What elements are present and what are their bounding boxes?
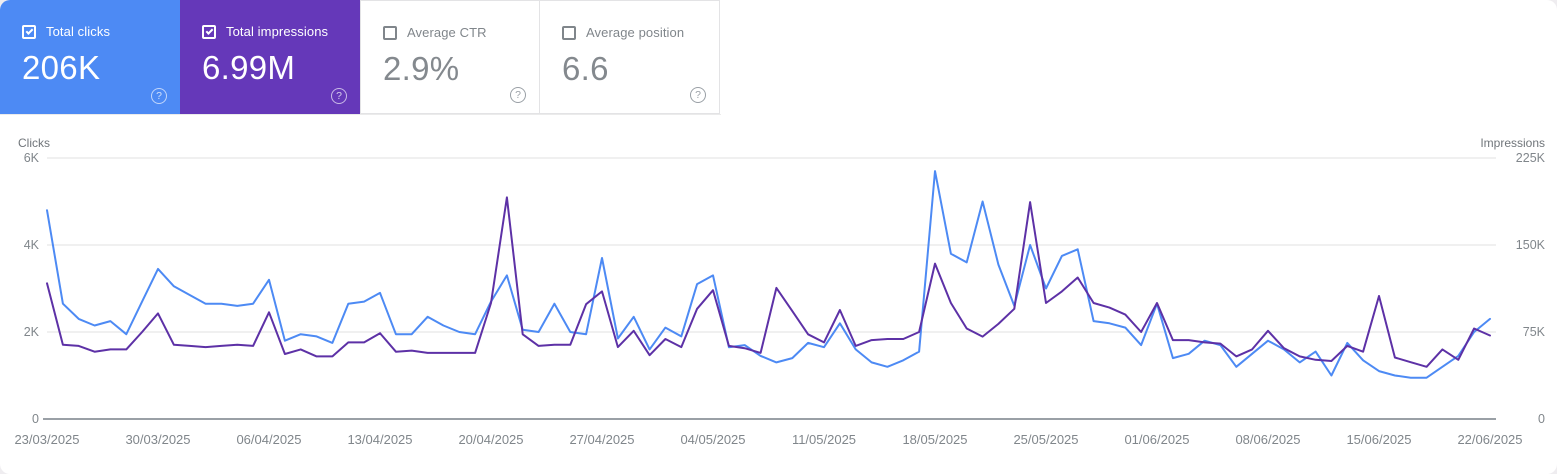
average-ctr-value: 2.9% [383,50,460,87]
x-tick-label: 25/05/2025 [1013,432,1079,447]
card-average-position[interactable]: Average position 6.6 ? [540,0,720,114]
checkmark-icon [25,27,34,35]
x-tick-label: 06/04/2025 [236,432,302,447]
total-clicks-checkbox[interactable] [22,24,36,39]
x-tick-label: 13/04/2025 [347,432,413,447]
card-average-ctr[interactable]: Average CTR 2.9% ? [360,0,540,114]
x-tick-label: 11/05/2025 [791,432,857,447]
left-axis-tick: 4K [23,238,39,252]
help-icon[interactable]: ? [151,88,167,104]
x-tick-label: 04/05/2025 [680,432,746,447]
right-axis-tick: 225K [1515,151,1545,165]
right-axis-tick: 75K [1522,325,1545,339]
average-position-value: 6.6 [562,50,609,87]
x-tick-label: 22/06/2025 [1457,432,1523,447]
card-label: Average CTR [407,25,487,40]
x-tick-label: 27/04/2025 [569,432,635,447]
average-ctr-checkbox[interactable] [383,25,397,40]
x-tick-label: 08/06/2025 [1235,432,1301,447]
metric-cards-row: Total clicks 206K ? Total impressions 6.… [0,0,720,114]
card-total-impressions[interactable]: Total impressions 6.99M ? [180,0,360,114]
checkmark-icon [205,27,214,35]
right-axis-title: Impressions [1480,136,1545,150]
card-total-clicks[interactable]: Total clicks 206K ? [0,0,180,114]
x-tick-label: 01/06/2025 [1124,432,1190,447]
help-icon[interactable]: ? [510,87,526,103]
help-icon[interactable]: ? [331,88,347,104]
clicks-line [46,170,1491,379]
left-axis-tick: 6K [23,151,39,165]
card-label: Total impressions [226,24,329,39]
x-tick-label: 23/03/2025 [14,432,80,447]
card-label: Average position [586,25,685,40]
left-axis-tick: 2K [23,325,39,339]
total-impressions-checkbox[interactable] [202,24,216,39]
help-icon[interactable]: ? [690,87,706,103]
impressions-line [46,196,1491,368]
cards-row-divider [0,114,721,115]
left-axis-title: Clicks [18,136,50,150]
right-axis-tick: 0 [1538,412,1545,426]
x-tick-label: 20/04/2025 [458,432,524,447]
average-position-checkbox[interactable] [562,25,576,40]
total-impressions-value: 6.99M [202,49,296,86]
right-axis-tick: 150K [1515,238,1545,252]
left-axis-tick: 0 [32,412,39,426]
total-clicks-value: 206K [22,49,101,86]
x-tick-label: 15/06/2025 [1346,432,1412,447]
x-tick-label: 30/03/2025 [125,432,191,447]
x-tick-label: 18/05/2025 [902,432,968,447]
card-label: Total clicks [46,24,111,39]
